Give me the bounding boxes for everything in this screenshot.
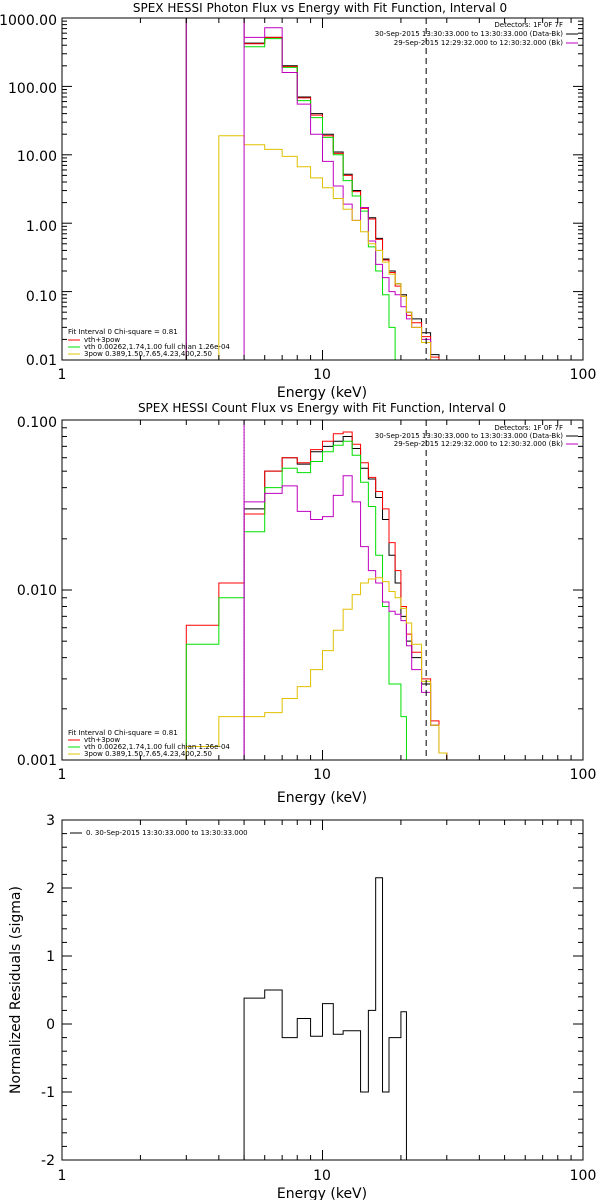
count-flux-fit-model: vth+3pow <box>84 736 120 744</box>
count-flux-x-tick-2: 100 <box>570 767 597 783</box>
photon-flux-panel: SPEX HESSI Photon Flux vs Energy with Fi… <box>0 1 596 401</box>
count-flux-series-line-0 <box>243 435 448 760</box>
photon-flux-series <box>185 18 440 360</box>
photon-flux-fit-info: Fit Interval 0 Chi-square = 0.81 vth+3po… <box>68 328 230 358</box>
photon-flux-fit-interval: Fit Interval 0 Chi-square = 0.81 <box>68 328 178 336</box>
residuals-legend: 0. 30-Sep-2015 13:30:33.000 to 13:30:33.… <box>70 829 248 837</box>
count-flux-x-tick-0: 1 <box>58 767 67 783</box>
count-flux-fit-vth: vth 0.00262,1.74,1.00 full chian 1.26e-0… <box>84 743 230 751</box>
count-flux-series-line-3 <box>243 475 448 760</box>
photon-flux-legend-bk-interval: 29-Sep-2015 12:29:32.000 to 12:30:32.000… <box>394 39 564 47</box>
residuals-plot-area <box>243 877 407 1160</box>
photon-flux-y-tick-3: 10.00 <box>17 149 57 165</box>
photon-flux-x-tick-0: 1 <box>58 367 67 383</box>
photon-flux-legend-data-interval: 30-Sep-2015 13:30:33.000 to 13:30:33.000… <box>375 30 564 38</box>
photon-flux-axes <box>61 18 583 361</box>
photon-flux-frame <box>61 17 584 361</box>
count-flux-axes <box>61 420 583 761</box>
photon-flux-fit-model: vth+3pow <box>84 336 120 344</box>
photon-flux-title: SPEX HESSI Photon Flux vs Energy with Fi… <box>133 1 507 15</box>
residuals-series <box>243 877 407 1160</box>
photon-flux-plot-area <box>185 18 440 360</box>
photon-flux-series-line-1 <box>185 18 440 360</box>
residuals-frame <box>61 819 584 1161</box>
count-flux-plot-area <box>185 420 448 760</box>
count-flux-series-line-4 <box>185 577 448 760</box>
photon-flux-legend: Detectors: 1F 0F 7F 30-Sep-2015 13:30:33… <box>375 21 578 47</box>
photon-flux-fit-3pow: 3pow 0.389,1.50,7.65,4.23,400,2.50 <box>84 350 212 358</box>
residuals-panel: -2 -1 0 1 2 3 1 10 100 Energy (keV) Norm… <box>8 813 596 1200</box>
photon-flux-series-line-4 <box>218 135 440 360</box>
photon-flux-series-line-0 <box>185 18 440 360</box>
count-flux-x-tick-1: 10 <box>313 767 331 783</box>
count-flux-fit-interval: Fit Interval 0 Chi-square = 0.81 <box>68 729 178 737</box>
count-flux-series-line-1 <box>185 431 448 760</box>
count-flux-title: SPEX HESSI Count Flux vs Energy with Fit… <box>138 401 506 415</box>
count-flux-fit-3pow: 3pow 0.389,1.50,7.65,4.23,400,2.50 <box>84 750 212 758</box>
photon-flux-y-tick-0: 0.01 <box>26 353 57 369</box>
count-flux-fit-info: Fit Interval 0 Chi-square = 0.81 vth+3po… <box>68 729 230 758</box>
photon-flux-fit-vth: vth 0.00262,1.74,1.00 full chian 1.26e-0… <box>84 343 230 351</box>
photon-flux-legend-detectors: Detectors: 1F 0F 7F <box>494 21 563 29</box>
residuals-y-tick-1: -1 <box>41 1085 55 1101</box>
photon-flux-y-tick-2: 1.00 <box>26 219 57 235</box>
count-flux-panel: SPEX HESSI Count Flux vs Energy with Fit… <box>17 401 596 806</box>
photon-flux-y-tick-4: 100.00 <box>8 81 57 97</box>
photon-flux-x-tick-2: 100 <box>570 367 597 383</box>
photon-flux-x-label: Energy (keV) <box>277 385 367 401</box>
count-flux-legend: Detectors: 1F 0F 7F 30-Sep-2015 13:30:33… <box>375 424 578 448</box>
residuals-legend-text: 0. 30-Sep-2015 13:30:33.000 to 13:30:33.… <box>86 829 248 837</box>
count-flux-legend-bk-interval: 29-Sep-2015 12:29:32.000 to 12:30:32.000… <box>394 440 564 448</box>
count-flux-legend-data-interval: 30-Sep-2015 13:30:33.000 to 13:30:33.000… <box>375 432 564 440</box>
residuals-y-tick-3: 1 <box>46 949 55 965</box>
count-flux-y-tick-0: 0.001 <box>17 753 57 769</box>
count-flux-series-line-2 <box>185 440 413 760</box>
photon-flux-x-tick-1: 10 <box>313 367 331 383</box>
photon-flux-series-line-2 <box>185 18 402 360</box>
residuals-x-tick-0: 1 <box>58 1168 67 1184</box>
residuals-y-tick-4: 2 <box>46 881 55 897</box>
residuals-series-line-0 <box>243 877 407 1160</box>
photon-flux-series-line-3 <box>185 18 440 360</box>
count-flux-legend-detectors: Detectors: 1F 0F 7F <box>494 424 563 432</box>
residuals-y-label: Normalized Residuals (sigma) <box>8 886 24 1094</box>
count-flux-y-tick-2: 0.100 <box>17 415 57 431</box>
residuals-y-tick-0: -2 <box>41 1153 55 1169</box>
count-flux-x-label: Energy (keV) <box>277 790 367 806</box>
residuals-y-tick-5: 3 <box>46 813 55 829</box>
count-flux-series <box>185 420 448 760</box>
residuals-x-tick-2: 100 <box>570 1168 597 1184</box>
residuals-x-label: Energy (keV) <box>277 1186 367 1200</box>
photon-flux-y-tick-5: 1000.00 <box>0 13 57 29</box>
residuals-y-tick-2: 0 <box>46 1017 55 1033</box>
count-flux-frame <box>61 419 584 761</box>
photon-flux-y-tick-1: 0.10 <box>26 289 57 305</box>
count-flux-y-tick-1: 0.010 <box>17 583 57 599</box>
residuals-axes <box>61 819 583 1161</box>
residuals-x-tick-1: 10 <box>313 1168 331 1184</box>
